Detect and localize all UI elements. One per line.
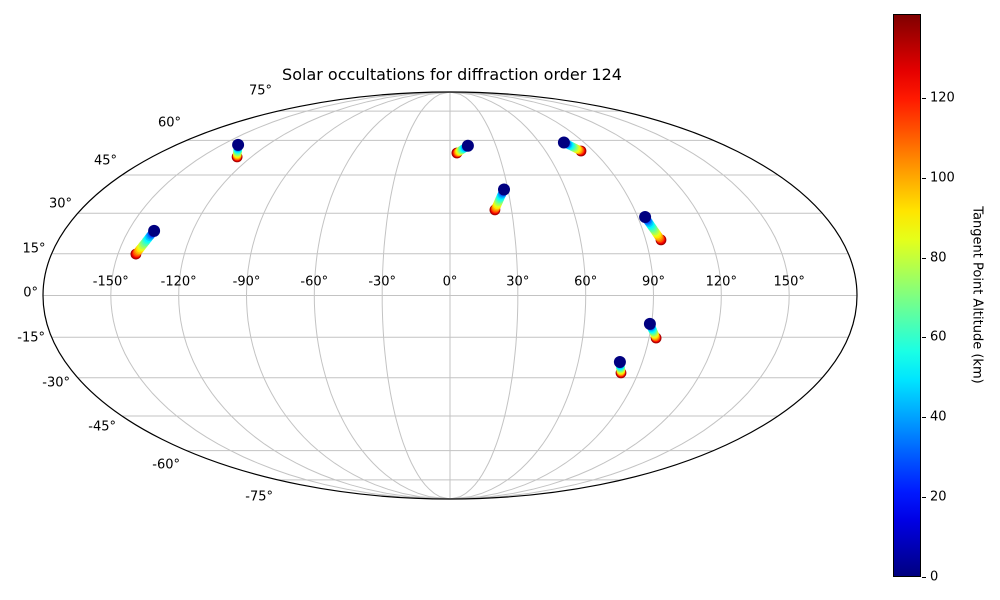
- colorbar-tick-mark: [922, 417, 926, 419]
- latitude-label: 60°: [157, 115, 181, 131]
- longitude-label: -90°: [232, 274, 261, 290]
- latitude-label: -30°: [42, 375, 70, 391]
- latitude-label: -15°: [17, 330, 45, 346]
- latitude-label: -60°: [152, 457, 180, 473]
- longitude-label: 60°: [574, 274, 598, 290]
- longitude-label: 150°: [773, 274, 805, 290]
- map-boundary: [42, 91, 858, 500]
- colorbar-tick-mark: [922, 577, 926, 578]
- latitude-label: -75°: [245, 489, 273, 505]
- longitude-gridlines: [110, 91, 790, 500]
- latitude-label: 30°: [48, 196, 72, 212]
- latitude-label: -45°: [88, 419, 116, 435]
- colorbar-tick-label: 120: [930, 90, 955, 106]
- longitude-label: -60°: [300, 274, 329, 290]
- colorbar-tick-mark: [922, 97, 926, 99]
- occultation-track: [489, 183, 510, 216]
- colorbar-tick-label: 80: [930, 250, 947, 266]
- longitude-label: -150°: [92, 274, 129, 290]
- colorbar-tick-label: 100: [930, 170, 955, 186]
- colorbar-tick-label: 0: [930, 569, 939, 585]
- longitude-label: 120°: [705, 274, 737, 290]
- occultation-track: [613, 356, 627, 379]
- latitude-label: 75°: [248, 83, 272, 99]
- colorbar: [893, 14, 921, 577]
- longitude-label: 30°: [506, 274, 530, 290]
- occultation-track: [639, 211, 667, 246]
- latitude-label: 15°: [22, 241, 46, 257]
- longitude-label: -120°: [160, 274, 197, 290]
- longitude-label: 90°: [641, 274, 666, 290]
- colorbar-tick-mark: [922, 177, 926, 179]
- plot-title: Solar occultations for diffraction order…: [282, 65, 622, 84]
- longitude-label: 0°: [442, 274, 458, 290]
- longitude-label: -30°: [368, 274, 397, 290]
- latitude-label: 45°: [93, 153, 117, 169]
- colorbar-tick-mark: [922, 337, 926, 339]
- occultation-track: [643, 317, 662, 344]
- colorbar-tick-label: 20: [930, 489, 947, 505]
- latitude-label: 0°: [23, 285, 38, 301]
- colorbar-tick-label: 60: [930, 329, 947, 345]
- colorbar-axis-label: Tangent Point Altitude (km): [969, 206, 985, 384]
- occultation-track: [557, 136, 587, 157]
- occultation-track: [451, 139, 474, 159]
- colorbar-tick-label: 40: [930, 409, 947, 425]
- colorbar-tick-mark: [922, 497, 926, 499]
- occultation-track: [130, 224, 161, 260]
- colorbar-tick-mark: [922, 257, 926, 259]
- occultation-track: [231, 138, 245, 163]
